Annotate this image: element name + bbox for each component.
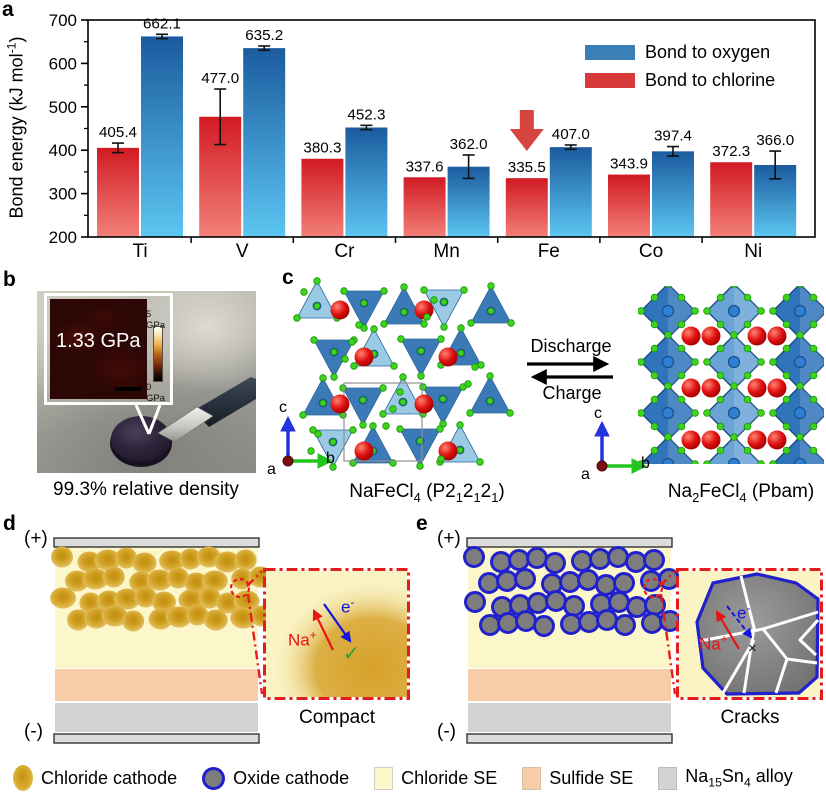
axis-c-label: c <box>279 399 287 416</box>
legend-label: Chloride cathode <box>41 767 178 788</box>
bond-energy-bar-chart: 200 300 400 500 600 700 405.4 662.1 Ti 477.0 635.2… <box>49 11 816 262</box>
svg-text:372.3: 372.3 <box>712 143 750 160</box>
svg-text:Co: Co <box>639 241 663 262</box>
svg-text:380.3: 380.3 <box>303 140 341 157</box>
svg-text:407.0: 407.0 <box>552 126 590 143</box>
svg-text:Bond to oxygen: Bond to oxygen <box>645 42 770 62</box>
legend-item: Chloride SE <box>374 766 498 790</box>
na-ion-label: Na+ <box>699 634 728 654</box>
axis-a-label: a <box>267 461 276 478</box>
cell-stack-schematics <box>50 537 823 744</box>
scale-bar <box>115 387 141 391</box>
svg-text:635.2: 635.2 <box>245 27 283 44</box>
svg-text:300: 300 <box>49 185 77 204</box>
svg-text:500: 500 <box>49 98 77 117</box>
cracks-caption: Cracks <box>720 707 780 728</box>
legend-label: Sulfide SE <box>549 767 634 788</box>
svg-text:366.0: 366.0 <box>756 132 794 149</box>
svg-text:343.9: 343.9 <box>610 156 648 173</box>
tweezer-tip <box>157 406 214 443</box>
axis-b-label: b <box>641 455 650 472</box>
nafecl4-formula: NaFeCl4 (P212121) <box>349 481 505 505</box>
legend-label: Oxide cathode <box>233 767 350 788</box>
svg-text:397.4: 397.4 <box>654 128 692 145</box>
svg-text:400: 400 <box>49 141 77 160</box>
legend-item: Oxide cathode <box>202 766 350 790</box>
charge-label: Charge <box>542 383 602 403</box>
photo-graphics <box>110 377 256 467</box>
electron-label: e- <box>737 603 751 623</box>
panel-b-label: b <box>3 268 16 291</box>
svg-text:362.0: 362.0 <box>450 136 488 153</box>
discharge-label: Discharge <box>530 336 612 356</box>
panel-e-label: e <box>416 512 428 535</box>
negative-terminal-label: (-) <box>24 721 43 742</box>
svg-text:477.0: 477.0 <box>201 70 239 87</box>
inset-pointer-line <box>134 404 151 435</box>
axis-c-label: c <box>594 405 602 422</box>
negative-terminal-label: (-) <box>437 721 456 742</box>
legend-item: Sulfide SE <box>522 766 634 790</box>
svg-text:Mn: Mn <box>433 241 459 262</box>
compact-caption: Compact <box>298 707 376 728</box>
svg-text:200: 200 <box>49 228 77 247</box>
svg-text:335.5: 335.5 <box>508 159 546 176</box>
svg-text:Ti: Ti <box>132 241 147 262</box>
na-ion-label: Na+ <box>288 630 317 650</box>
modulus-colorbar <box>153 326 163 382</box>
modulus-map-inset: 5 GPa 0 GPa 1.33 GPa <box>44 293 173 405</box>
colorbar-max-label: 5 GPa <box>146 309 166 331</box>
pellet-photo: 5 GPa 0 GPa 1.33 GPa <box>37 291 256 473</box>
inset-pointer-line <box>147 404 162 435</box>
electron-label: e- <box>341 597 355 617</box>
panel-a-label: a <box>2 0 14 21</box>
svg-text:337.6: 337.6 <box>406 158 444 175</box>
axis-b-label: b <box>326 450 335 467</box>
svg-text:405.4: 405.4 <box>99 124 137 141</box>
figure-legend: Chloride cathode Oxide cathode Chloride SE… <box>0 763 826 793</box>
svg-text:V: V <box>236 241 249 262</box>
svg-text:Ni: Ni <box>744 241 762 262</box>
panel-d-label: d <box>3 512 16 535</box>
svg-text:452.3: 452.3 <box>347 106 385 123</box>
svg-text:700: 700 <box>49 11 77 30</box>
modulus-value: 1.33 GPa <box>56 330 141 352</box>
panel-c-label: c <box>282 266 294 289</box>
alloy-swatch <box>658 766 678 790</box>
chloride-se-swatch <box>374 766 394 790</box>
legend-label: Chloride SE <box>401 767 498 788</box>
chloride-cathode-swatch <box>13 765 33 791</box>
legend-label: Na15Sn4 alloy <box>685 766 793 790</box>
svg-text:600: 600 <box>49 54 77 73</box>
check-mark: ✓ <box>343 643 360 665</box>
svg-text:662.1: 662.1 <box>143 15 181 32</box>
svg-text:Fe: Fe <box>538 241 560 262</box>
svg-text:Cr: Cr <box>334 241 355 262</box>
positive-terminal-label: (+) <box>24 528 48 549</box>
relative-density-caption: 99.3% relative density <box>53 479 239 500</box>
na2fecl4-formula: Na2FeCl4 (Pbam) <box>667 481 815 505</box>
modulus-map-image <box>50 299 147 399</box>
y-axis-title: Bond energy (kJ mol-1) <box>4 36 27 219</box>
positive-terminal-label: (+) <box>437 528 461 549</box>
svg-text:Bond to chlorine: Bond to chlorine <box>645 70 775 90</box>
oxide-cathode-swatch <box>202 766 226 790</box>
pellet-disc <box>111 416 171 462</box>
axis-a-label: a <box>581 466 590 483</box>
legend-item: Chloride cathode <box>13 765 177 791</box>
sulfide-se-swatch <box>522 766 542 790</box>
cross-mark: × <box>748 640 757 657</box>
legend-item: Na15Sn4 alloy <box>658 766 793 790</box>
colorbar-min-label: 0 GPa <box>146 382 166 404</box>
crystal-structures-graphic <box>280 277 824 474</box>
